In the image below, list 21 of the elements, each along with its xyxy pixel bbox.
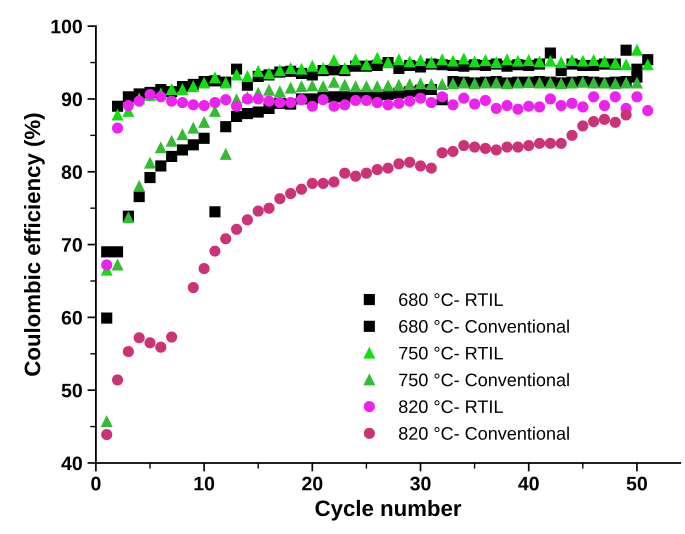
legend-label: 750 °C- RTIL: [399, 346, 503, 360]
x-tick-label: 10: [194, 476, 214, 490]
x-tick-label: 40: [518, 476, 539, 490]
y-tick-label: 60: [62, 310, 82, 325]
y-tick-label: 50: [62, 384, 82, 398]
y-tick-label: 40: [61, 456, 82, 470]
x-tick-label: 50: [626, 476, 647, 490]
legend-label: 750 °C- Conventional: [399, 373, 569, 386]
legend-label: 680 °C- Conventional: [399, 320, 569, 333]
legend-label: 680 °C- RTIL: [399, 293, 503, 306]
y-tick-label: 70: [62, 238, 82, 252]
y-tick-label: 80: [62, 165, 82, 180]
x-axis-title: Cycle number: [315, 500, 462, 521]
y-tick-label: 100: [51, 20, 82, 34]
legend-label: 820 °C- Conventional: [399, 426, 569, 440]
x-tick-label: 20: [302, 476, 322, 490]
y-axis-title: Coulombic efficiency (%): [24, 114, 45, 376]
y-tick-label: 90: [62, 92, 82, 106]
x-tick-label: 0: [91, 476, 101, 490]
x-tick-label: 30: [410, 476, 431, 490]
legend-label: 820 °C- RTIL: [399, 400, 503, 414]
